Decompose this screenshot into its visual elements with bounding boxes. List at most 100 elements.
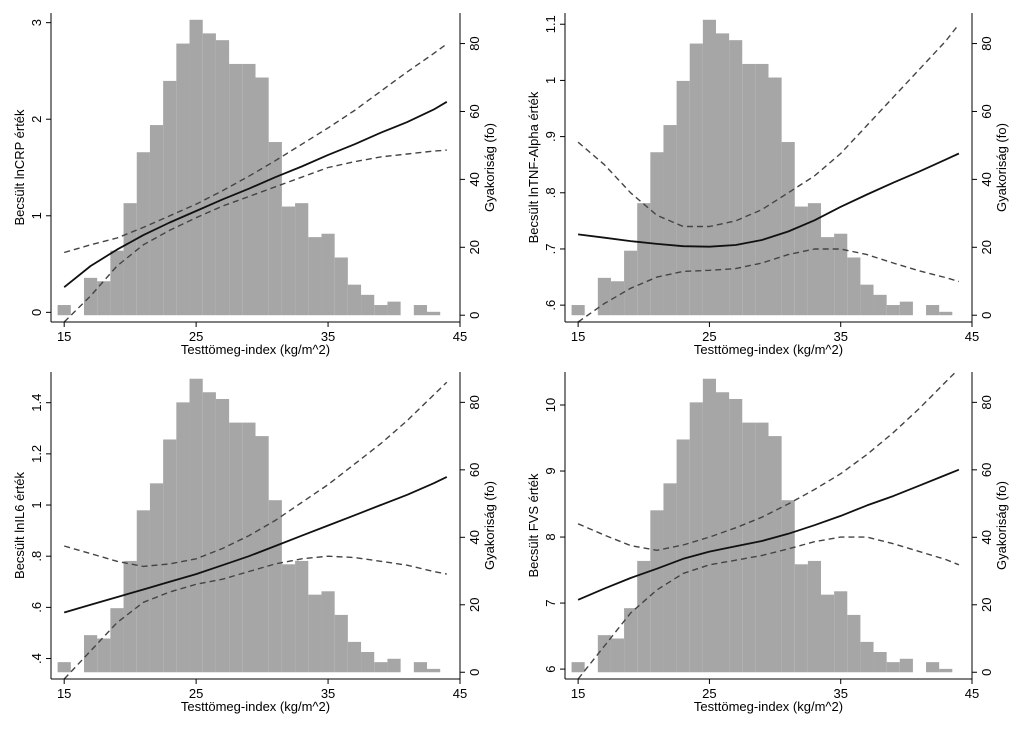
lower-ci-line [577,536,960,679]
y2-tick-label: 80 [467,395,482,409]
histogram-bar [650,510,664,673]
y2-axis-label: Gyakoriság (fo) [994,481,1009,570]
histogram-bar [136,152,150,316]
histogram-bar [374,305,388,316]
histogram-bar [321,591,335,673]
histogram-bars [571,378,953,673]
histogram-bar [689,43,703,316]
histogram-bar [361,652,375,673]
y2-tick-label: 20 [467,598,482,612]
histogram-bar [387,658,401,673]
histogram-bar [295,203,309,316]
histogram-bar [281,564,296,673]
upper-ci-line [64,43,448,254]
fit-lines [577,23,960,322]
histogram-bar [899,658,913,673]
prediction-line [577,152,960,248]
y2-tick-label: 60 [467,104,482,118]
x-tick-label: 25 [702,329,716,344]
x-axis-label: Testtömeg-index (kg/m^2) [181,342,330,357]
y2-tick-label: 40 [467,530,482,544]
y-tick-label: 1.1 [543,15,558,33]
y-tick-label: 8 [543,533,558,540]
histogram-bar [176,402,190,673]
y2-axis-label: Gyakoriság (fo) [994,123,1009,212]
histogram-bar [939,668,953,673]
y-tick-label: 3 [29,19,44,26]
histogram-bar [123,560,137,673]
x-axis-label: Testtömeg-index (kg/m^2) [694,342,843,357]
histogram-bar [821,594,835,673]
histogram-bar [149,483,164,673]
histogram-bar [663,483,677,673]
histogram-bar [847,257,861,316]
x-tick-label: 15 [571,686,585,701]
y-tick-label: 2 [29,116,44,123]
y-tick-label: .6 [29,602,44,613]
y-axis-label: Becsült lnCRP érték [12,109,27,226]
tick-labels: 15 25 35 45 0 1 2 3 0 20 40 60 80 [29,19,482,344]
x-tick-label: 45 [453,686,467,701]
histogram-bar [821,237,835,316]
y-tick-label: .7 [543,244,558,255]
histogram-bar [110,608,124,673]
y-axis-label: Becsült lnIL6 érték [12,472,27,579]
histogram-bar [123,203,137,316]
y-tick-label: .6 [543,300,558,311]
prediction-line [63,101,448,288]
histogram-bar [83,635,98,673]
histogram-bar [794,206,808,316]
prediction-line [63,476,448,614]
histogram-bar [347,641,362,673]
x-tick-label: 25 [189,686,203,701]
histogram-bar [571,662,585,673]
histogram-bar [281,206,296,316]
histogram-bar [136,510,150,673]
histogram-bar [637,560,651,673]
histogram-bar [807,203,822,316]
y2-tick-label: 20 [979,598,994,612]
histogram-bar [755,422,769,673]
x-tick-label: 25 [702,686,716,701]
histogram-bar [57,305,71,316]
lower-ci-line [577,248,960,322]
histogram-bar [149,125,164,316]
x-tick-label: 15 [57,329,71,344]
histogram-bar [427,311,441,316]
histogram-bar [202,33,216,316]
histogram-bars [57,19,441,316]
histogram-bar [939,311,953,316]
histogram-bar [873,294,887,316]
histogram-bar [768,77,782,316]
histogram-bar [926,305,940,316]
histogram-bar [886,305,900,316]
histogram-bar [781,500,795,673]
histogram-bar [163,80,177,316]
y2-tick-label: 80 [979,395,994,409]
panel-fvs: 15 25 35 45 6 7 8 9 10 0 20 40 60 80 Testtömeg-index … [526,372,1009,714]
x-axis-label: Testtömeg-index (kg/m^2) [694,699,843,714]
fit-lines [577,372,960,679]
histogram-bar [834,591,848,673]
histogram-bar [229,63,243,316]
histogram-bar [83,277,98,316]
histogram-bar [729,40,743,316]
y-tick-label: 0 [29,309,44,316]
histogram-bar [768,436,782,673]
histogram-bar [650,152,664,316]
upper-ci-line [577,23,960,228]
axes [46,13,465,327]
x-tick-label: 35 [833,329,847,344]
histogram-bar [215,398,230,673]
prediction-line [577,468,960,601]
histogram-bar [689,402,703,673]
histogram-bar [742,63,756,316]
panel-lncrp: 15 25 35 45 0 1 2 3 0 20 40 60 80 Testtömeg-index (k… [12,13,497,357]
histogram-bar [676,439,690,673]
y-tick-label: 1.4 [29,394,44,412]
histogram-bar [427,668,441,673]
y2-tick-label: 40 [467,172,482,186]
histogram-bar [97,638,111,673]
y-tick-label: 1 [29,212,44,219]
histogram-bar [610,281,625,316]
